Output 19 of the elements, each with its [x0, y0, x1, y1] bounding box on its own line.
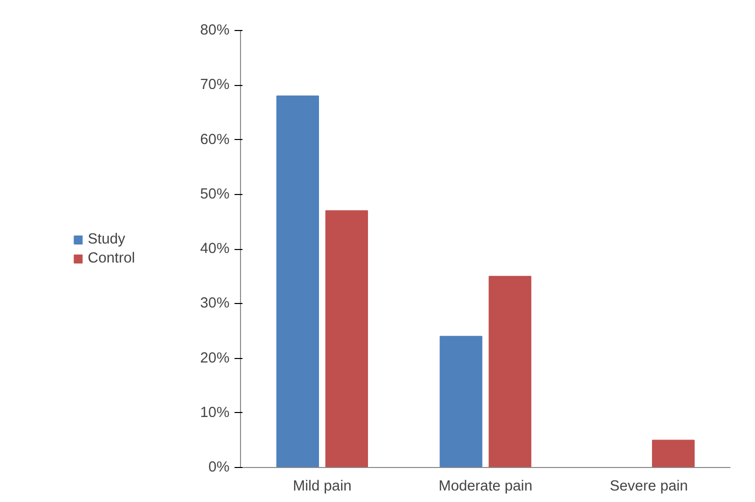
- y-tick-label: 80%: [200, 22, 230, 38]
- bar: [276, 96, 319, 468]
- x-tick-label: Mild pain: [292, 478, 352, 494]
- legend-label: Control: [88, 250, 135, 266]
- bar: [652, 440, 695, 468]
- y-tick-label: 40%: [200, 241, 230, 257]
- x-tick-label: Severe pain: [610, 478, 688, 494]
- legend-label: Study: [88, 231, 126, 247]
- y-tick-label: 30%: [200, 296, 230, 312]
- y-tick-label: 70%: [200, 77, 230, 94]
- x-tick-label: Moderate pain: [438, 478, 532, 494]
- y-tick-label: 50%: [200, 186, 230, 202]
- y-tick-label: 60%: [200, 132, 230, 148]
- bar: [325, 210, 368, 468]
- y-tick-label: 20%: [200, 350, 230, 366]
- y-tick-label: 10%: [200, 404, 230, 421]
- y-tick-label: 0%: [208, 460, 230, 476]
- bar: [440, 336, 482, 468]
- bar: [488, 276, 532, 468]
